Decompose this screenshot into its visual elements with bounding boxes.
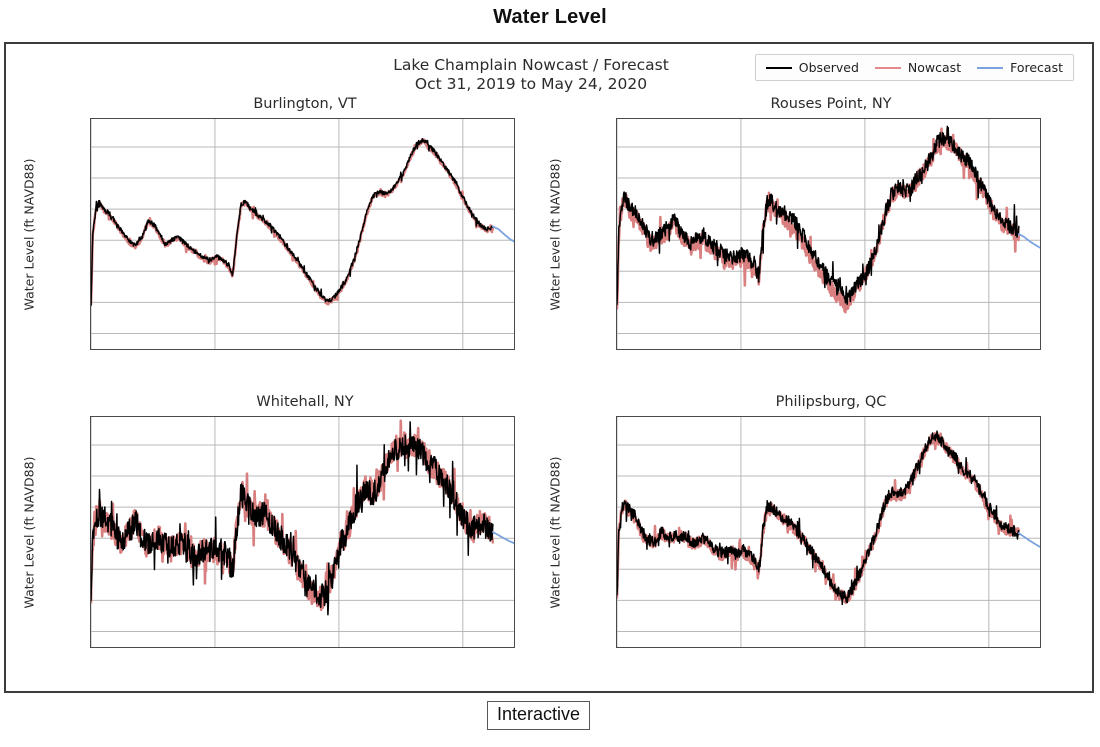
y-tick-mark: [90, 271, 91, 272]
y-tick-mark: [616, 178, 617, 179]
series-forecast: [491, 531, 514, 545]
page-title: Water Level: [493, 6, 607, 28]
series-forecast: [1017, 233, 1040, 249]
y-tick-mark: [616, 476, 617, 477]
y-tick-mark: [616, 538, 617, 539]
legend-swatch-nowcast-icon: [874, 66, 901, 69]
y-tick-mark: [90, 209, 91, 210]
subplot-burlington: Burlington, VT Water Level (ft NAVD88) 95.…: [20, 96, 520, 386]
y-tick-mark: [90, 302, 91, 303]
y-tick-mark: [90, 569, 91, 570]
series-forecast: [491, 225, 514, 243]
y-axis-label: Water Level (ft NAVD88): [544, 118, 566, 350]
series-observed: [617, 125, 1020, 306]
plot-area[interactable]: 95.095.596.096.597.097.598.0Nov'19Jan'20…: [616, 416, 1041, 648]
y-tick-mark: [90, 507, 91, 508]
y-tick-mark: [90, 538, 91, 539]
y-tick-mark: [616, 302, 617, 303]
x-tick-mark: [215, 349, 216, 350]
plot-area[interactable]: 95.095.596.096.597.097.598.0Nov'19Jan'20…: [616, 118, 1041, 350]
chart-legend: Observed Nowcast Forecast: [754, 54, 1074, 81]
series-forecast: [1017, 532, 1040, 548]
y-axis-label-text: Water Level (ft NAVD88): [21, 158, 37, 310]
y-axis-label: Water Level (ft NAVD88): [544, 416, 566, 648]
axis-ticks: 95.095.596.096.597.097.598.0Nov'19Jan'20…: [91, 119, 514, 349]
figure-frame: Lake Champlain Nowcast / Forecast Oct 31…: [4, 42, 1094, 693]
subplot-philipsburg: Philipsburg, QC Water Level (ft NAVD88) 95…: [546, 394, 1046, 684]
y-tick-mark: [616, 631, 617, 632]
subplot-whitehall: Whitehall, NY Water Level (ft NAVD88) 95.0…: [20, 394, 520, 684]
interactive-button[interactable]: Interactive: [487, 701, 591, 730]
legend-swatch-observed-icon: [765, 66, 792, 69]
y-tick-mark: [616, 507, 617, 508]
plot-area[interactable]: 95.095.596.096.597.097.598.0Nov'19Jan'20…: [90, 416, 515, 648]
y-axis-label-text: Water Level (ft NAVD88): [547, 158, 563, 310]
y-axis-label: Water Level (ft NAVD88): [18, 416, 40, 648]
y-tick-mark: [90, 178, 91, 179]
x-tick-mark: [989, 647, 990, 648]
legend-swatch-forecast-icon: [977, 66, 1004, 69]
suptitle-line-2: Oct 31, 2019 to May 24, 2020: [414, 75, 648, 93]
y-tick-mark: [616, 146, 617, 147]
series-observed: [617, 430, 1020, 606]
y-tick-mark: [616, 333, 617, 334]
grid-lines: [91, 119, 514, 349]
y-tick-mark: [90, 631, 91, 632]
y-tick-mark: [90, 600, 91, 601]
subplot-title: Philipsburg, QC: [775, 394, 887, 410]
y-tick-mark: [90, 333, 91, 334]
subplot-grid: Burlington, VT Water Level (ft NAVD88) 95.…: [6, 92, 1092, 692]
plot-area[interactable]: 95.095.596.096.597.097.598.0Nov'19Jan'20…: [90, 118, 515, 350]
legend-label: Nowcast: [907, 60, 962, 75]
grid-lines: [617, 417, 1040, 647]
x-tick-mark: [463, 647, 464, 648]
axis-ticks: 95.095.596.096.597.097.598.0Nov'19Jan'20…: [617, 119, 1040, 349]
y-tick-mark: [616, 569, 617, 570]
y-tick-mark: [90, 444, 91, 445]
y-tick-mark: [616, 444, 617, 445]
y-axis-label: Water Level (ft NAVD88): [18, 118, 40, 350]
x-tick-mark: [339, 647, 340, 648]
subplot-title: Burlington, VT: [253, 96, 357, 112]
suptitle-line-1: Lake Champlain Nowcast / Forecast: [393, 56, 669, 74]
axis-ticks: 95.095.596.096.597.097.598.0Nov'19Jan'20…: [617, 417, 1040, 647]
legend-entry-forecast: Forecast: [977, 60, 1063, 75]
x-tick-mark: [215, 647, 216, 648]
x-tick-mark: [865, 647, 866, 648]
x-tick-mark: [989, 349, 990, 350]
y-tick-mark: [616, 209, 617, 210]
series-observed: [91, 421, 494, 616]
legend-label: Observed: [798, 60, 859, 75]
y-axis-label-text: Water Level (ft NAVD88): [547, 456, 563, 608]
axis-ticks: 95.095.596.096.597.097.598.0Nov'19Jan'20…: [91, 417, 514, 647]
x-tick-mark: [865, 349, 866, 350]
y-tick-mark: [616, 271, 617, 272]
x-tick-mark: [617, 647, 618, 648]
legend-entry-nowcast: Nowcast: [874, 60, 962, 75]
grid-lines: [617, 119, 1040, 349]
x-tick-mark: [339, 349, 340, 350]
y-axis-label-text: Water Level (ft NAVD88): [21, 456, 37, 608]
y-tick-mark: [90, 476, 91, 477]
y-tick-mark: [616, 600, 617, 601]
subplot-title: Rouses Point, NY: [770, 96, 892, 112]
legend-label: Forecast: [1010, 60, 1063, 75]
x-tick-mark: [463, 349, 464, 350]
subplot-title: Whitehall, NY: [256, 394, 354, 410]
x-tick-mark: [91, 647, 92, 648]
x-tick-mark: [741, 647, 742, 648]
y-tick-mark: [616, 240, 617, 241]
y-tick-mark: [90, 240, 91, 241]
legend-entry-observed: Observed: [765, 60, 859, 75]
x-tick-mark: [91, 349, 92, 350]
subplot-rouses-point: Rouses Point, NY Water Level (ft NAVD88) 9…: [546, 96, 1046, 386]
series-observed: [91, 138, 494, 307]
y-tick-mark: [90, 146, 91, 147]
x-tick-mark: [741, 349, 742, 350]
x-tick-mark: [617, 349, 618, 350]
figure-suptitle: Lake Champlain Nowcast / Forecast Oct 31…: [336, 56, 726, 94]
